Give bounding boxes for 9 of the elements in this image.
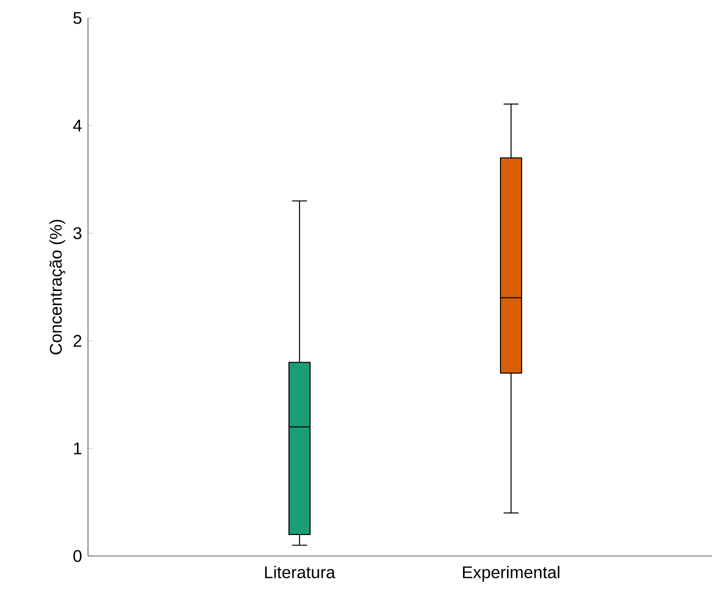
y-tick-label: 4 [73, 120, 82, 132]
y-tick-label: 5 [73, 12, 82, 24]
y-tick-label: 3 [73, 227, 82, 240]
y-tick-label: 1 [74, 442, 82, 454]
y-tick-label: 0 [73, 550, 82, 562]
x-tick-label: Literatura [265, 566, 336, 578]
y-axis-title: Concentração (%) [49, 220, 66, 354]
y-tick-label: 2 [74, 334, 82, 347]
x-tick-label: Experimental [463, 566, 560, 582]
